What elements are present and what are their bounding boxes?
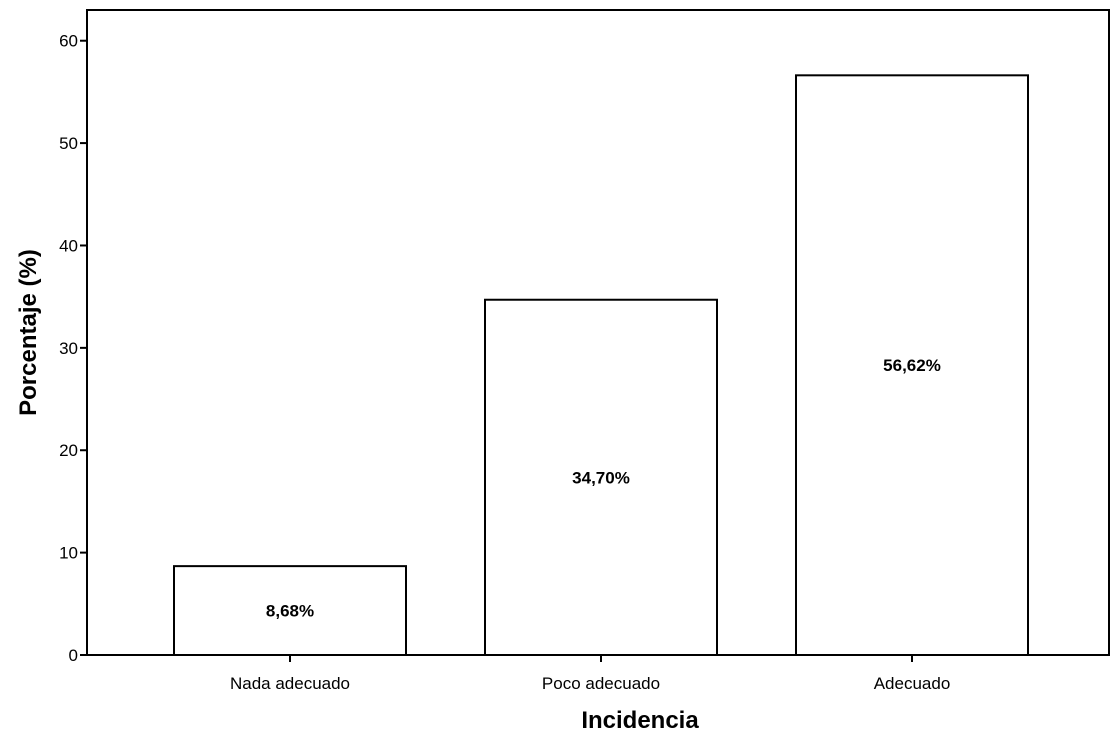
y-axis-title: Porcentaje (%) (15, 249, 42, 416)
y-tick-label: 0 (69, 646, 78, 665)
y-tick-label: 10 (59, 544, 78, 563)
y-tick-label: 50 (59, 134, 78, 153)
x-axis-title: Incidencia (581, 707, 699, 734)
y-axis-ticks: 0 10 20 30 40 50 60 (59, 32, 87, 665)
bar-1 (484, 298, 718, 656)
y-tick-label: 20 (59, 441, 78, 460)
bars: 8,68% 34,70% 56,62% (173, 74, 1029, 657)
bar-data-label: 8,68% (266, 602, 314, 621)
x-category-label: Poco adecuado (542, 674, 660, 693)
x-category-label: Nada adecuado (230, 674, 350, 693)
y-tick-label: 30 (59, 339, 78, 358)
y-tick-label: 40 (59, 236, 78, 255)
y-tick-label: 60 (59, 32, 78, 51)
bar-data-label: 34,70% (572, 468, 630, 487)
bar-2 (795, 74, 1029, 657)
x-axis-categories: Nada adecuado Poco adecuado Adecuado (230, 655, 950, 693)
x-category-label: Adecuado (874, 674, 951, 693)
bar-data-label: 56,62% (883, 356, 941, 375)
